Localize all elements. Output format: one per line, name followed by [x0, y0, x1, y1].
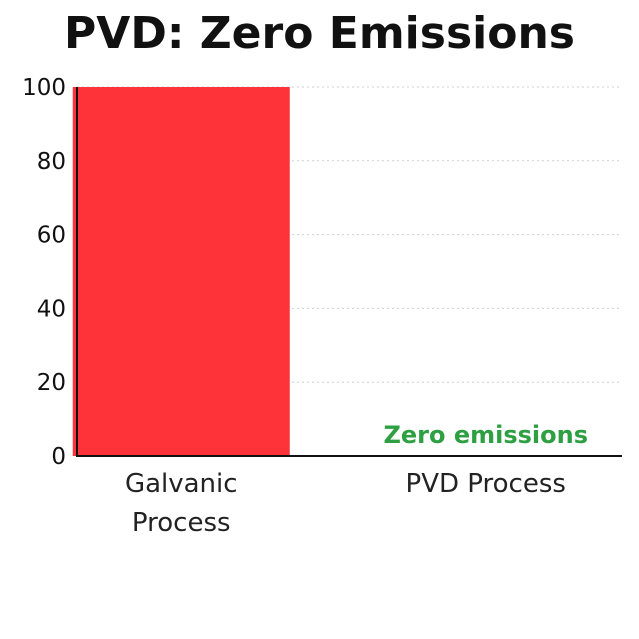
chart-title: PVD: Zero Emissions: [64, 8, 575, 59]
bar: [72, 87, 290, 456]
axes: [76, 87, 622, 457]
bars: [72, 87, 290, 456]
zero-emissions-label: Zero emissions: [383, 421, 588, 449]
y-tick-labels: 0 20 40 60 80 100: [22, 75, 66, 470]
x-category-labels: Galvanic Process PVD Process: [125, 469, 566, 538]
y-tick-label: 0: [51, 444, 66, 470]
y-tick-label: 60: [37, 223, 66, 249]
data-labels: Zero emissions: [383, 421, 588, 449]
y-tick-label: 100: [22, 75, 66, 101]
x-category-label: Process: [132, 508, 231, 538]
x-category-label: Galvanic: [125, 469, 238, 499]
y-tick-label: 80: [37, 149, 66, 175]
y-tick-label: 40: [37, 296, 66, 322]
y-tick-label: 20: [37, 370, 66, 396]
x-category-label: PVD Process: [406, 469, 566, 499]
